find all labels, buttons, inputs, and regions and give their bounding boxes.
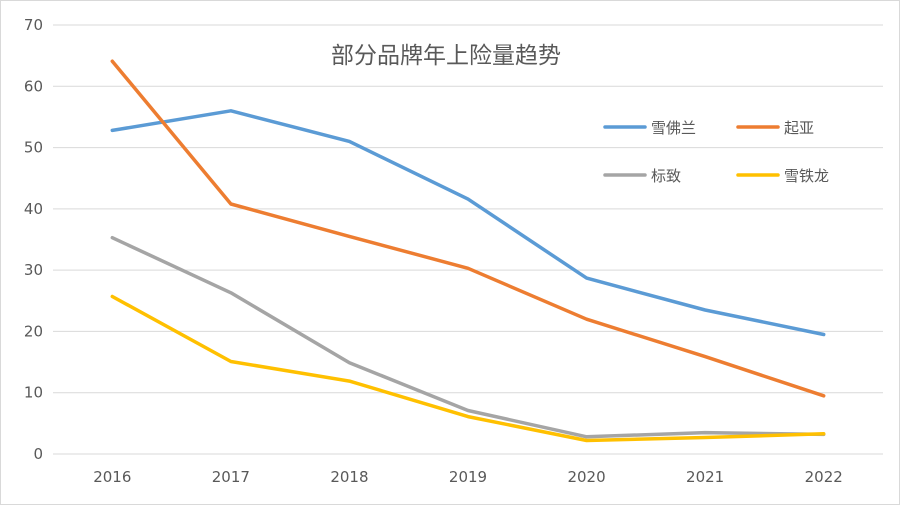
chart-title: 部分品牌年上险量趋势 [331, 43, 561, 69]
y-tick-label: 60 [24, 77, 43, 95]
y-tick-label: 10 [24, 384, 43, 402]
x-tick-label: 2021 [686, 468, 724, 486]
series-lines [110, 59, 826, 443]
y-tick-label: 70 [24, 16, 43, 34]
legend-label: 雪佛兰 [651, 119, 696, 137]
x-tick-label: 2016 [93, 468, 131, 486]
series-line-2 [110, 235, 826, 439]
x-tick-label: 2017 [212, 468, 250, 486]
legend-item: 起亚 [736, 119, 814, 137]
x-axis-ticks: 2016 2017 2018 2019 2020 2021 2022 [93, 468, 843, 486]
legend-label: 雪铁龙 [784, 167, 829, 185]
series-line-0 [110, 109, 826, 337]
y-tick-label: 20 [24, 322, 43, 340]
legend-label: 起亚 [784, 119, 814, 137]
legend-label: 标致 [651, 167, 681, 185]
legend-item: 标致 [603, 167, 681, 185]
series-line-3 [110, 294, 826, 443]
y-axis-ticks: 0 10 20 30 40 50 60 70 [24, 16, 43, 463]
y-tick-label: 30 [24, 261, 43, 279]
series-line-1 [110, 59, 826, 398]
x-tick-label: 2022 [805, 468, 843, 486]
legend-item: 雪铁龙 [736, 167, 829, 185]
x-tick-label: 2020 [567, 468, 605, 486]
y-tick-label: 40 [24, 200, 43, 218]
x-tick-label: 2018 [330, 468, 368, 486]
x-tick-label: 2019 [449, 468, 487, 486]
legend-item: 雪佛兰 [603, 119, 696, 137]
y-tick-label: 50 [24, 139, 43, 157]
gridlines [53, 24, 883, 455]
y-tick-label: 0 [33, 445, 43, 463]
